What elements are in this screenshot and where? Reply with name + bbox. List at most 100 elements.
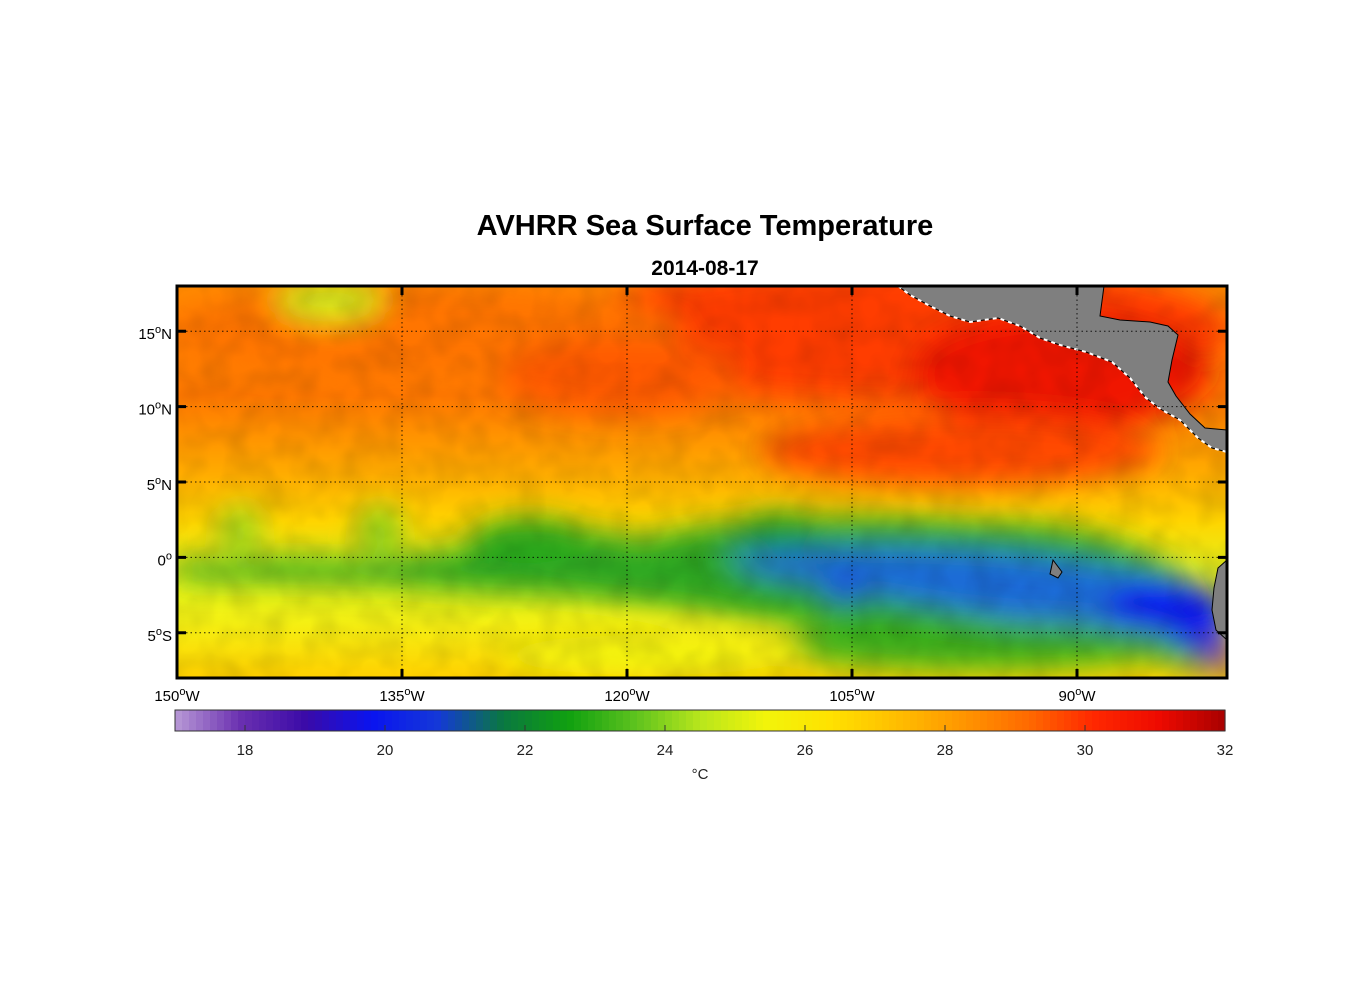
- colorbar-swatch: [399, 710, 407, 731]
- colorbar-swatch: [1057, 710, 1065, 731]
- colorbar-swatch: [490, 710, 498, 731]
- colorbar-swatch: [1169, 710, 1177, 731]
- colorbar-swatch: [224, 710, 232, 731]
- coastline-dashes: [897, 286, 1227, 453]
- colorbar-swatch: [693, 710, 701, 731]
- colorbar-swatch: [448, 710, 456, 731]
- colorbar-swatch: [1148, 710, 1156, 731]
- chart-subtitle: 2014-08-17: [651, 257, 758, 280]
- colorbar-tick-label-24: 24: [657, 742, 674, 759]
- y-tick-label-5S: 5oS: [148, 626, 172, 645]
- axis-tick-labels: 150oW 135oW 120oW 105oW 90oW 15oN 10oN 5oN 0o 5oS: [138, 324, 1096, 705]
- colorbar-swatch: [721, 710, 729, 731]
- colorbar-swatch: [637, 710, 645, 731]
- colorbar-swatch: [609, 710, 617, 731]
- colorbar-swatch: [805, 710, 813, 731]
- colorbar-swatch: [1036, 710, 1044, 731]
- colorbar-swatch: [791, 710, 799, 731]
- colorbar-swatch: [896, 710, 904, 731]
- chart-title: AVHRR Sea Surface Temperature: [477, 210, 934, 242]
- colorbar-swatch: [1029, 710, 1037, 731]
- colorbar-swatch: [462, 710, 470, 731]
- colorbar-swatch: [287, 710, 295, 731]
- colorbar-swatch: [259, 710, 267, 731]
- x-tick-label-135W: 135oW: [379, 686, 425, 705]
- colorbar-swatch: [1162, 710, 1170, 731]
- colorbar-swatch: [672, 710, 680, 731]
- colorbar-swatch: [812, 710, 820, 731]
- colorbar-swatch: [1085, 710, 1093, 731]
- colorbar-swatch: [777, 710, 785, 731]
- colorbar-swatch: [875, 710, 883, 731]
- colorbar-swatch: [1134, 710, 1142, 731]
- colorbar-swatch: [175, 710, 183, 731]
- colorbar-swatch: [686, 710, 694, 731]
- colorbar-swatch: [1176, 710, 1184, 731]
- colorbar-swatch: [483, 710, 491, 731]
- colorbar-swatch: [1113, 710, 1121, 731]
- colorbar-swatch: [245, 710, 253, 731]
- colorbar-swatch: [854, 710, 862, 731]
- colorbar-tick-label-32: 32: [1217, 742, 1234, 759]
- colorbar-swatch: [280, 710, 288, 731]
- colorbar-swatch: [497, 710, 505, 731]
- colorbar-swatch: [651, 710, 659, 731]
- colorbar-swatch: [630, 710, 638, 731]
- x-tick-label-120W: 120oW: [604, 686, 650, 705]
- land-galapagos: [1049, 558, 1063, 579]
- colorbar-swatch: [301, 710, 309, 731]
- colorbar-swatch: [931, 710, 939, 731]
- axis-ticks: [175, 286, 1227, 678]
- colorbar-swatch: [798, 710, 806, 731]
- colorbar-swatch: [511, 710, 519, 731]
- colorbar-swatch: [1001, 710, 1009, 731]
- colorbar-swatch: [1015, 710, 1023, 731]
- colorbar-tick-label-18: 18: [237, 742, 254, 759]
- colorbar-swatch: [1155, 710, 1163, 731]
- colorbar-swatch: [217, 710, 225, 731]
- colorbar-swatch: [784, 710, 792, 731]
- colorbar-swatch: [952, 710, 960, 731]
- sst-map: [177, 286, 1227, 678]
- colorbar-swatch: [238, 710, 246, 731]
- colorbar-swatch: [567, 710, 575, 731]
- colorbar-swatch: [427, 710, 435, 731]
- colorbar-swatch: [329, 710, 337, 731]
- colorbar-swatch: [420, 710, 428, 731]
- colorbar-swatch: [833, 710, 841, 731]
- colorbar-swatch: [434, 710, 442, 731]
- colorbar-swatch: [735, 710, 743, 731]
- colorbar-swatch: [924, 710, 932, 731]
- colorbar-tick-label-28: 28: [937, 742, 954, 759]
- colorbar-swatch: [371, 710, 379, 731]
- colorbar-swatch: [700, 710, 708, 731]
- colorbar-swatch: [525, 710, 533, 731]
- colorbar-swatch: [308, 710, 316, 731]
- colorbar-swatch: [196, 710, 204, 731]
- colorbar-swatch: [1204, 710, 1212, 731]
- colorbar-swatch: [273, 710, 281, 731]
- colorbar-swatch: [665, 710, 673, 731]
- colorbar-swatch: [518, 710, 526, 731]
- colorbar-unit-label: °C: [692, 766, 709, 783]
- colorbar-swatch: [588, 710, 596, 731]
- colorbar-swatch: [322, 710, 330, 731]
- colorbar-swatch: [1197, 710, 1205, 731]
- colorbar-swatch: [294, 710, 302, 731]
- colorbar-swatch: [546, 710, 554, 731]
- colorbar-swatch: [917, 710, 925, 731]
- colorbar-swatch: [357, 710, 365, 731]
- colorbar-swatch: [1190, 710, 1198, 731]
- colorbar-swatch: [1141, 710, 1149, 731]
- colorbar-swatch: [980, 710, 988, 731]
- colorbar-swatch: [763, 710, 771, 731]
- colorbar-swatch: [504, 710, 512, 731]
- colorbar-swatch: [231, 710, 239, 731]
- colorbar-swatch: [1183, 710, 1191, 731]
- colorbar-swatch: [315, 710, 323, 731]
- colorbar-swatch: [602, 710, 610, 731]
- colorbar-swatch: [966, 710, 974, 731]
- colorbar-swatch: [252, 710, 260, 731]
- colorbar-tick-label-22: 22: [517, 742, 534, 759]
- colorbar-swatch: [903, 710, 911, 731]
